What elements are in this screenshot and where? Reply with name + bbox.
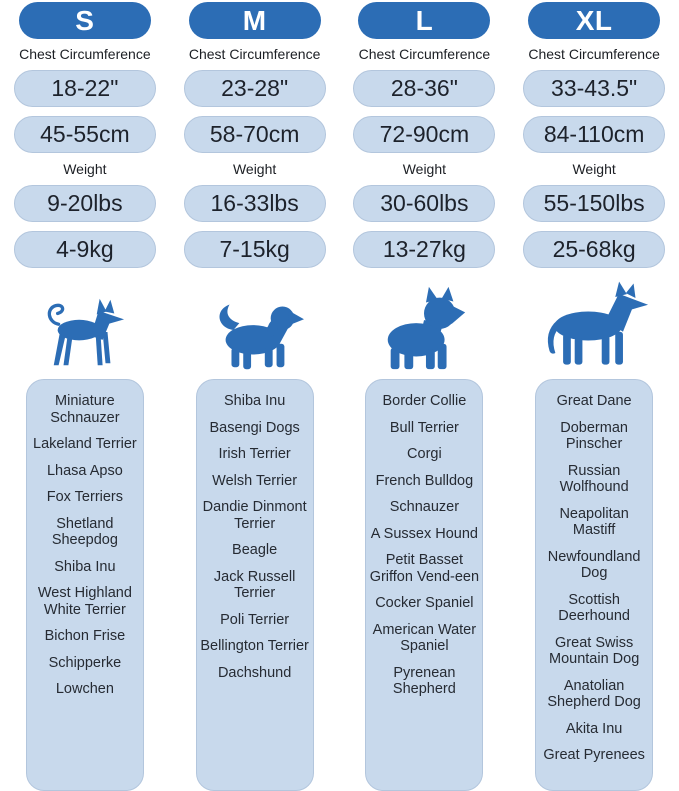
chest-circumference-label: Chest Circumference — [528, 46, 660, 62]
breed-item: Schipperke — [48, 654, 122, 671]
breed-item: Anatolian Shepherd Dog — [547, 677, 641, 711]
breed-item: Lakeland Terrier — [33, 436, 137, 453]
size-column-l: L Chest Circumference 28-36" 72-90cm Wei… — [340, 2, 510, 791]
breed-item: Fox Terriers — [46, 489, 124, 506]
breed-item: Scottish Deerhound — [558, 591, 630, 625]
chest-circumference-label: Chest Circumference — [358, 46, 491, 62]
weight-lbs-value: 9-20lbs — [13, 185, 156, 222]
breed-item: Corgi — [407, 446, 442, 463]
weight-label: Weight — [63, 161, 107, 177]
breed-item: American Water Spaniel — [372, 621, 477, 655]
weight-label: Weight — [232, 161, 277, 177]
breed-item: Shiba Inu — [223, 393, 286, 409]
chest-cm-value: 72-90cm — [353, 116, 496, 153]
large-dog-silhouette-icon — [375, 274, 473, 372]
breed-list-s: Miniature Schnauzer Lakeland Terrier Lha… — [25, 379, 144, 791]
weight-lbs-value: 30-60lbs — [353, 185, 496, 222]
breed-list-m: Shiba Inu Basengi Dogs Irish Terrier Wel… — [195, 379, 314, 791]
chest-inches-value: 33-43.5" — [523, 70, 666, 107]
breed-item: Great Pyrenees — [543, 747, 645, 764]
weight-kg-value: 4-9kg — [13, 231, 156, 268]
breed-item: A Sussex Hound — [370, 525, 478, 542]
breed-item: Shiba Inu — [54, 558, 116, 575]
chest-cm-value: 45-55cm — [13, 116, 156, 153]
breed-item: Welsh Terrier — [212, 472, 298, 489]
breed-item: Bull Terrier — [389, 419, 459, 436]
breed-item: Shetland Sheepdog — [51, 515, 118, 549]
breed-item: Newfoundland Dog — [547, 548, 641, 582]
chest-circumference-label: Chest Circumference — [19, 46, 151, 62]
breed-item: Petit Basset Griffon Vend-een — [369, 552, 480, 585]
breed-item: Great Dane — [556, 393, 632, 409]
chest-circumference-label: Chest Circumference — [188, 46, 321, 62]
breed-item: Lowchen — [55, 681, 114, 698]
size-badge-l: L — [358, 2, 491, 39]
size-badge-m: M — [188, 2, 321, 39]
breed-item: Basengi Dogs — [209, 419, 300, 436]
chest-cm-value: 84-110cm — [523, 116, 666, 153]
breed-item: Akita Inu — [565, 720, 623, 737]
chest-inches-value: 23-28" — [183, 70, 326, 107]
xlarge-dog-silhouette-icon — [538, 274, 650, 372]
weight-label: Weight — [402, 161, 447, 177]
breed-item: Cocker Spaniel — [375, 595, 474, 612]
weight-kg-value: 13-27kg — [353, 231, 496, 268]
weight-lbs-value: 55-150lbs — [523, 185, 666, 222]
medium-dog-silhouette-icon — [206, 274, 304, 372]
weight-kg-value: 7-15kg — [183, 231, 326, 268]
weight-label: Weight — [572, 161, 616, 177]
weight-kg-value: 25-68kg — [523, 231, 666, 268]
breed-item: Great Swiss Mountain Dog — [548, 634, 640, 668]
size-column-s: S Chest Circumference 18-22" 45-55cm Wei… — [0, 2, 170, 791]
breed-item: Neapolitan Mastiff — [559, 505, 629, 539]
weight-lbs-value: 16-33lbs — [183, 185, 326, 222]
breed-item: Bellington Terrier — [200, 638, 309, 655]
chest-inches-value: 18-22" — [13, 70, 156, 107]
breed-item: Dandie Dinmont Terrier — [202, 499, 307, 532]
breed-item: Jack Russell Terrier — [213, 568, 296, 602]
breed-item: Bichon Frise — [44, 628, 126, 645]
size-badge-s: S — [18, 2, 151, 39]
breed-list-xl: Great Dane Doberman Pinscher Russian Wol… — [535, 379, 654, 791]
breed-item: Poli Terrier — [220, 611, 290, 628]
chest-inches-value: 28-36" — [353, 70, 496, 107]
breed-list-l: Border Collie Bull Terrier Corgi French … — [365, 379, 484, 791]
breed-item: Pyrenean Shepherd — [392, 664, 456, 698]
breed-item: Doberman Pinscher — [560, 419, 628, 453]
breed-item: Schnauzer — [389, 499, 460, 516]
breed-item: Russian Wolfhound — [559, 462, 629, 496]
chest-cm-value: 58-70cm — [183, 116, 326, 153]
size-column-m: M Chest Circumference 23-28" 58-70cm Wei… — [170, 2, 340, 791]
breed-item: French Bulldog — [375, 472, 474, 489]
breed-item: Lhasa Apso — [46, 462, 123, 479]
breed-item: Dachshund — [217, 664, 292, 681]
breed-item: Miniature Schnauzer — [50, 393, 120, 426]
breed-item: Beagle — [232, 542, 278, 559]
breed-item: Irish Terrier — [218, 446, 291, 463]
size-column-xl: XL Chest Circumference 33-43.5" 84-110cm… — [509, 2, 679, 791]
small-dog-silhouette-icon — [42, 274, 128, 372]
breed-item: West Highland White Terrier — [37, 585, 132, 618]
size-badge-xl: XL — [528, 2, 661, 39]
breed-item: Border Collie — [382, 393, 467, 409]
